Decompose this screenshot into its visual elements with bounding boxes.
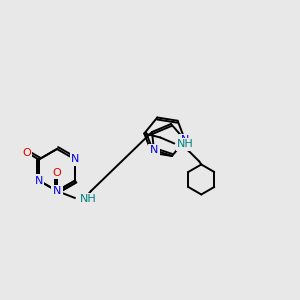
- Text: N: N: [150, 145, 158, 155]
- Text: N: N: [181, 135, 189, 145]
- Text: N: N: [34, 176, 43, 185]
- Text: NH: NH: [177, 140, 194, 149]
- Text: N: N: [53, 186, 61, 196]
- Text: O: O: [52, 168, 62, 178]
- Text: O: O: [22, 148, 31, 158]
- Text: NH: NH: [80, 194, 97, 204]
- Text: N: N: [71, 154, 80, 164]
